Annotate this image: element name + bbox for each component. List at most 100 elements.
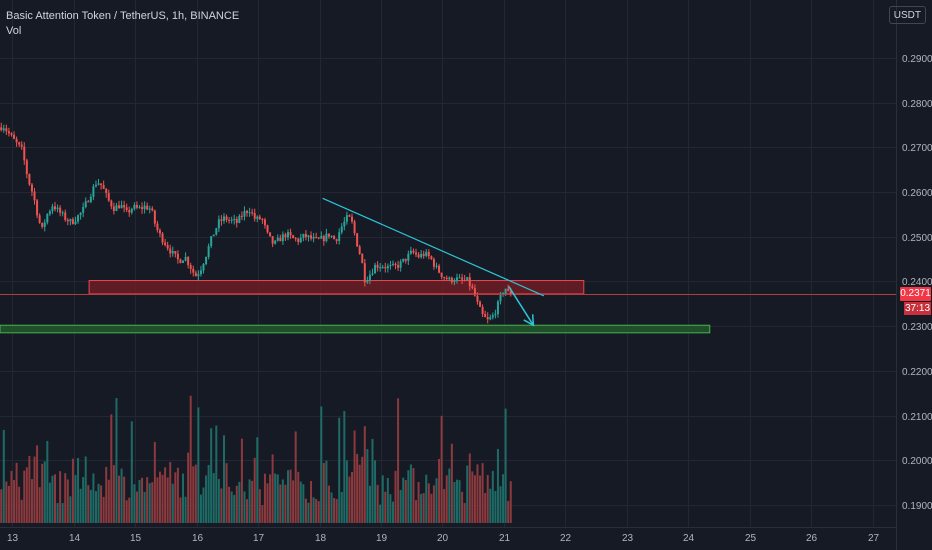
- price-axis[interactable]: 0.29000.28000.27000.26000.25000.24000.23…: [896, 0, 932, 550]
- candle-body: [384, 267, 387, 269]
- volume-bar: [399, 489, 402, 523]
- volume-bar: [30, 479, 33, 523]
- volume-bar: [284, 484, 287, 523]
- volume-bar: [151, 482, 154, 523]
- candle-body: [345, 215, 348, 222]
- candle-body: [28, 174, 31, 185]
- candle-body: [409, 250, 412, 254]
- price-tick-label: 0.2600: [902, 188, 932, 199]
- volume-bar: [479, 475, 482, 523]
- candle-body: [210, 236, 213, 247]
- volume-bar: [363, 426, 366, 523]
- volume-bar: [128, 497, 131, 523]
- volume-bar: [148, 483, 151, 523]
- volume-bar: [135, 491, 138, 523]
- volume-bar: [409, 464, 412, 523]
- candle-body: [261, 219, 264, 221]
- volume-bar: [312, 497, 315, 523]
- volume-bar: [356, 453, 359, 523]
- volume-bar: [94, 491, 97, 523]
- candle-body: [330, 235, 333, 237]
- candle-body: [10, 133, 13, 135]
- volume-bar: [120, 468, 123, 523]
- time-tick-label: 13: [7, 533, 19, 544]
- candles: [0, 122, 512, 324]
- volume-bar: [48, 482, 51, 523]
- volume-bar: [246, 499, 249, 523]
- candle-body: [361, 253, 364, 264]
- candle-body: [281, 234, 284, 242]
- volume-bar: [376, 484, 379, 523]
- volume-bar: [146, 477, 149, 523]
- volume-bar: [351, 471, 354, 523]
- candle-body: [455, 277, 458, 282]
- volume-bar: [238, 481, 241, 523]
- volume-bar: [422, 493, 425, 523]
- candle-body: [489, 317, 492, 320]
- volume-bar: [46, 440, 49, 523]
- candle-body: [187, 257, 190, 266]
- volume-bar: [348, 476, 351, 523]
- candle-body: [156, 223, 159, 231]
- candle-body: [258, 216, 261, 220]
- candle-body: [348, 215, 351, 217]
- volume-bar: [322, 463, 325, 523]
- volume-bar: [325, 460, 328, 523]
- volume-bar: [507, 500, 510, 523]
- candle-body: [243, 210, 246, 217]
- candle-body: [179, 259, 182, 263]
- volume-bar: [386, 478, 389, 523]
- symbol-title[interactable]: Basic Attention Token / TetherUS, 1h, BI…: [6, 10, 240, 22]
- candle-body: [2, 128, 5, 131]
- candle-body: [402, 258, 405, 262]
- volume-bar: [102, 496, 105, 523]
- candle-body: [417, 254, 420, 258]
- volume-bar: [13, 480, 16, 523]
- volume-bar: [391, 501, 394, 523]
- candle-body: [222, 216, 225, 221]
- candle-body: [110, 200, 113, 207]
- candle-body: [484, 314, 487, 318]
- candle-body: [363, 263, 366, 283]
- candle-body: [435, 265, 438, 267]
- candle-body: [107, 192, 110, 201]
- volume-bar: [420, 493, 423, 523]
- candle-body: [491, 315, 494, 318]
- time-tick-label: 25: [745, 533, 757, 544]
- volume-bar: [133, 484, 136, 523]
- volume-bar: [164, 467, 167, 523]
- volume-bar: [368, 485, 371, 523]
- candle-body: [235, 218, 238, 223]
- volume-bar: [225, 463, 228, 523]
- volume-bar: [166, 477, 169, 523]
- candle-body: [284, 234, 287, 238]
- support-zone: [0, 324, 711, 334]
- candle-body: [351, 216, 354, 222]
- volume-bar: [299, 481, 302, 523]
- last-price-label: 0.2371: [900, 287, 931, 302]
- currency-button[interactable]: USDT: [888, 6, 926, 24]
- volume-bar: [66, 479, 69, 523]
- volume-bar: [143, 491, 146, 523]
- candle-body: [71, 219, 74, 224]
- resistance-zone: [88, 280, 585, 295]
- volume-bar: [468, 453, 471, 523]
- volume-bar: [43, 461, 46, 523]
- candle-body: [289, 232, 292, 236]
- candle-body: [225, 216, 228, 220]
- candle-body: [233, 218, 236, 220]
- volume-bar: [36, 445, 39, 523]
- volume-bar: [481, 463, 484, 523]
- volume-indicator-label[interactable]: Vol: [6, 25, 22, 37]
- volume-bar: [54, 474, 56, 523]
- time-axis[interactable]: 13 14 15 16 17 18 19 20 21 22 23 24 25 26 27: [0, 527, 896, 545]
- candle-body: [356, 233, 359, 247]
- volume-bar: [56, 503, 59, 523]
- candle-body: [138, 207, 141, 209]
- volume-bar: [179, 497, 182, 523]
- volume-bar: [276, 474, 279, 523]
- volume-bar: [89, 489, 92, 523]
- volume-bar: [289, 469, 292, 523]
- volume-bar: [320, 406, 323, 523]
